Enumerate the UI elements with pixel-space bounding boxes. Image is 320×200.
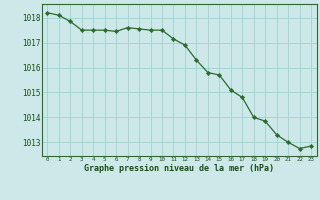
X-axis label: Graphe pression niveau de la mer (hPa): Graphe pression niveau de la mer (hPa): [84, 164, 274, 173]
